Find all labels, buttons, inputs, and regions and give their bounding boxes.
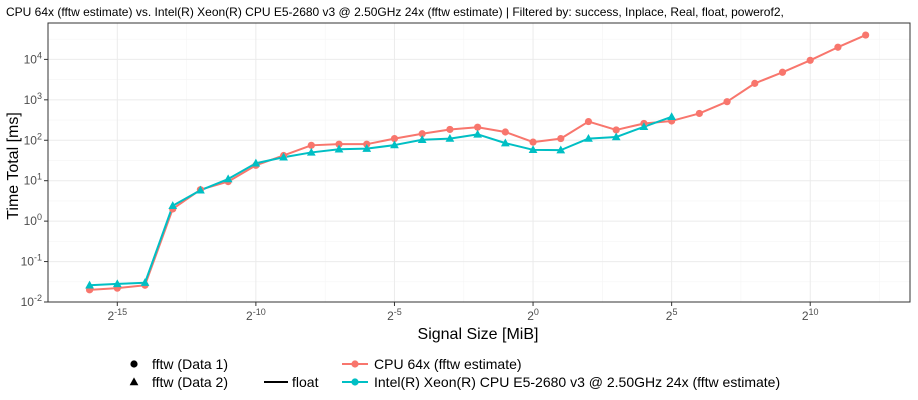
- y-tick-label: 104: [24, 50, 42, 66]
- legend: fftw (Data 1) fftw (Data 2) float CPU 64x (…: [129, 356, 780, 390]
- y-tick-label: 101: [24, 172, 42, 188]
- data-point: [557, 134, 565, 143]
- data-point: [168, 201, 178, 209]
- data-point: [85, 280, 94, 289]
- data-point: [639, 122, 649, 131]
- legend-shape-label: fftw (Data 2): [152, 374, 228, 390]
- legend-color-key-point: [351, 360, 359, 368]
- data-point: [445, 133, 455, 142]
- data-point: [334, 144, 344, 153]
- y-axis-ticks: 10-2 10-1 100 101 102 103 104: [21, 50, 48, 309]
- y-tick-label: 10-1: [21, 253, 42, 269]
- data-point: [500, 138, 510, 147]
- data-point: [196, 185, 205, 194]
- x-tick-label: 2-15: [107, 307, 127, 323]
- legend-linetype-label: float: [292, 374, 319, 390]
- data-point: [751, 79, 759, 87]
- y-tick-label: 102: [24, 131, 42, 147]
- y-tick-label: 103: [24, 91, 42, 107]
- x-axis-ticks: 2-15 2-10 2-5 20 25 210: [107, 302, 819, 323]
- legend-color-label: CPU 64x (fftw estimate): [374, 356, 522, 372]
- data-point: [390, 134, 399, 143]
- x-tick-label: 2-5: [387, 307, 402, 323]
- data-point: [528, 145, 538, 154]
- x-tick-label: 2-10: [246, 307, 266, 323]
- data-point: [778, 68, 787, 76]
- data-point: [723, 98, 731, 106]
- data-point: [834, 43, 842, 51]
- legend-shape-key: [129, 377, 139, 386]
- chart-title: CPU 64x (fftw estimate) vs. Intel(R) Xeo…: [6, 5, 784, 19]
- data-point: [417, 135, 427, 143]
- data-point: [501, 128, 509, 136]
- data-point: [667, 112, 677, 121]
- legend-shape-label: fftw (Data 1): [152, 356, 228, 372]
- series-line: [89, 34, 867, 291]
- series-1: [89, 34, 867, 291]
- y-tick-label: 10-2: [21, 293, 42, 309]
- data-point: [306, 147, 316, 156]
- x-tick-label: 210: [802, 307, 819, 323]
- data-point: [279, 152, 288, 161]
- data-point: [612, 126, 620, 134]
- grid: [48, 23, 910, 303]
- data-point: [584, 133, 593, 142]
- series-1-points: [85, 31, 870, 294]
- data-point: [112, 279, 122, 288]
- series-layer: [85, 31, 870, 294]
- data-point: [251, 158, 261, 167]
- series-line: [89, 115, 672, 287]
- legend-color-label: Intel(R) Xeon(R) CPU E5-2680 v3 @ 2.50GH…: [374, 374, 780, 390]
- legend-shape-key: [130, 360, 138, 368]
- y-tick-label: 100: [24, 212, 42, 228]
- data-point: [474, 123, 482, 131]
- data-point: [418, 130, 426, 138]
- data-point: [362, 144, 372, 152]
- series-2-points: [85, 112, 677, 289]
- data-point: [806, 56, 814, 64]
- data-point: [140, 278, 150, 286]
- x-axis-title: Signal Size [MiB]: [418, 326, 539, 343]
- x-tick-label: 25: [666, 307, 678, 323]
- data-point: [611, 132, 621, 141]
- data-point: [556, 145, 566, 154]
- data-point: [446, 125, 454, 134]
- panel-border: [47, 22, 911, 303]
- data-point: [390, 140, 399, 149]
- y-axis-title: Time Total [ms]: [5, 112, 22, 220]
- legend-color-key-point: [351, 378, 359, 386]
- data-point: [529, 138, 537, 146]
- data-point: [695, 109, 703, 118]
- x-tick-label: 20: [527, 307, 539, 323]
- data-point: [335, 140, 343, 148]
- data-point: [862, 31, 870, 39]
- data-point: [223, 174, 233, 183]
- data-point: [584, 117, 593, 126]
- data-point: [473, 129, 482, 138]
- series-2: [89, 115, 672, 287]
- data-point: [307, 141, 315, 149]
